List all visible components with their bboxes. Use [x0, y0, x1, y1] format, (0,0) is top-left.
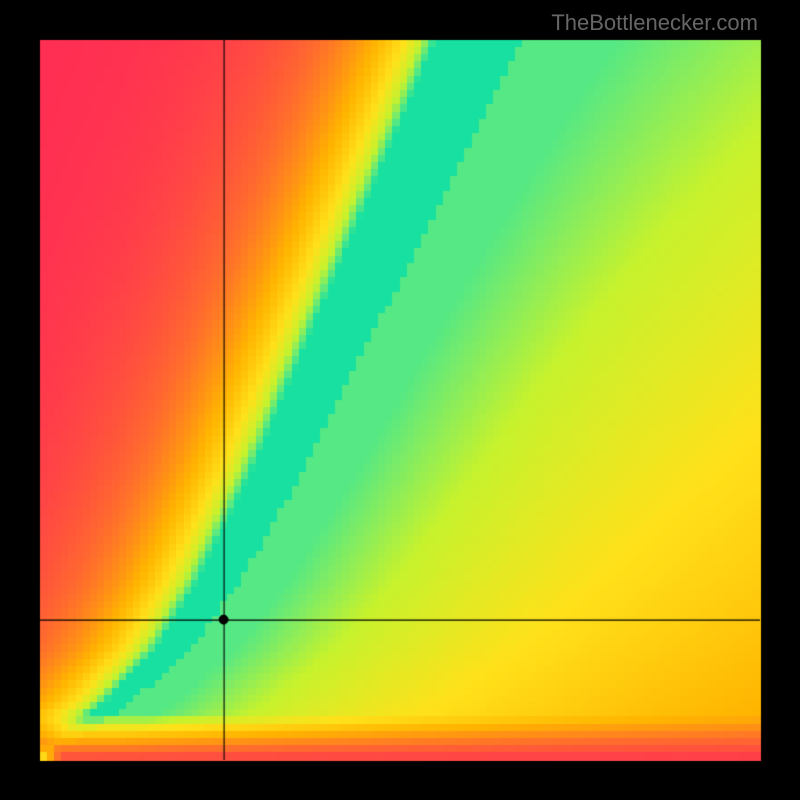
bottleneck-heatmap	[0, 0, 800, 800]
chart-container: TheBottlenecker.com	[0, 0, 800, 800]
watermark-text: TheBottlenecker.com	[551, 10, 758, 36]
